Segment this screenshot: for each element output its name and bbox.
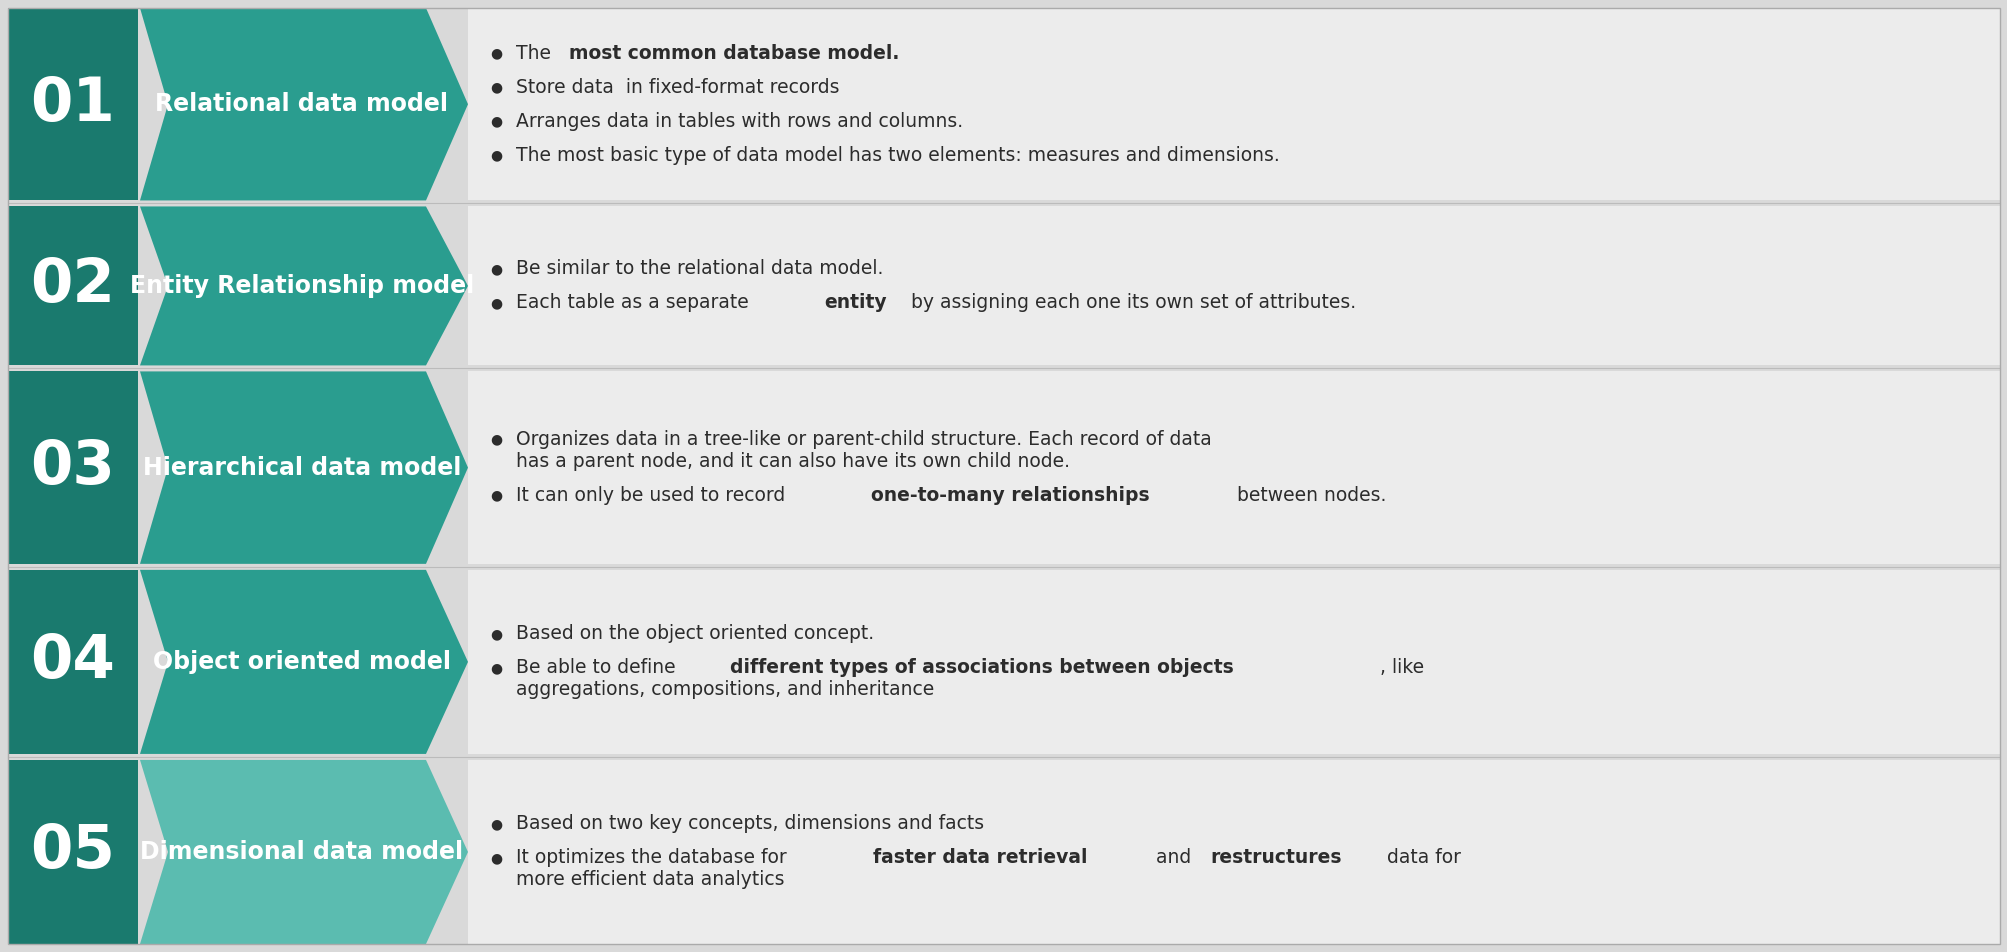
Text: different types of associations between objects: different types of associations between … bbox=[729, 659, 1232, 678]
Text: Organizes data in a tree-like or parent-child structure. Each record of data: Organizes data in a tree-like or parent-… bbox=[516, 430, 1210, 449]
Text: Each table as a separate: Each table as a separate bbox=[516, 293, 755, 312]
Text: Based on the object oriented concept.: Based on the object oriented concept. bbox=[516, 625, 873, 644]
Text: Arranges data in tables with rows and columns.: Arranges data in tables with rows and co… bbox=[516, 111, 963, 130]
Text: 04: 04 bbox=[30, 632, 114, 691]
Text: data for: data for bbox=[1381, 848, 1459, 867]
FancyBboxPatch shape bbox=[468, 760, 1999, 944]
Text: ●: ● bbox=[490, 149, 502, 162]
Text: It can only be used to record: It can only be used to record bbox=[516, 486, 791, 506]
Text: has a parent node, and it can also have its own child node.: has a parent node, and it can also have … bbox=[516, 452, 1070, 471]
Text: more efficient data analytics: more efficient data analytics bbox=[516, 870, 785, 889]
Text: ●: ● bbox=[490, 47, 502, 60]
Text: faster data retrieval: faster data retrieval bbox=[873, 848, 1088, 867]
FancyBboxPatch shape bbox=[8, 371, 138, 564]
Polygon shape bbox=[140, 760, 468, 944]
Polygon shape bbox=[140, 570, 468, 754]
Text: Be able to define: Be able to define bbox=[516, 659, 680, 678]
Text: Entity Relationship model: Entity Relationship model bbox=[130, 274, 474, 298]
Text: Relational data model: Relational data model bbox=[155, 92, 448, 116]
Text: ●: ● bbox=[490, 262, 502, 276]
Text: , like: , like bbox=[1379, 659, 1423, 678]
Text: ●: ● bbox=[490, 851, 502, 865]
Text: ●: ● bbox=[490, 661, 502, 675]
Text: The: The bbox=[516, 44, 556, 63]
Text: most common database model.: most common database model. bbox=[568, 44, 899, 63]
Text: The most basic type of data model has two elements: measures and dimensions.: The most basic type of data model has tw… bbox=[516, 146, 1278, 165]
FancyBboxPatch shape bbox=[468, 8, 1999, 201]
Text: ●: ● bbox=[490, 114, 502, 129]
FancyBboxPatch shape bbox=[8, 8, 138, 201]
Text: Object oriented model: Object oriented model bbox=[153, 650, 452, 674]
FancyBboxPatch shape bbox=[8, 207, 138, 366]
FancyBboxPatch shape bbox=[8, 570, 138, 754]
Text: ●: ● bbox=[490, 432, 502, 446]
Text: 01: 01 bbox=[30, 74, 114, 133]
Text: Hierarchical data model: Hierarchical data model bbox=[142, 456, 462, 480]
FancyBboxPatch shape bbox=[8, 760, 138, 944]
Text: Dimensional data model: Dimensional data model bbox=[140, 840, 464, 864]
FancyBboxPatch shape bbox=[468, 570, 1999, 754]
Text: 05: 05 bbox=[30, 823, 114, 882]
Text: restructures: restructures bbox=[1210, 848, 1341, 867]
Text: It optimizes the database for: It optimizes the database for bbox=[516, 848, 793, 867]
Text: entity: entity bbox=[823, 293, 887, 312]
Text: ●: ● bbox=[490, 626, 502, 641]
Text: ●: ● bbox=[490, 80, 502, 94]
Text: between nodes.: between nodes. bbox=[1230, 486, 1385, 506]
FancyBboxPatch shape bbox=[468, 371, 1999, 564]
Text: ●: ● bbox=[490, 488, 502, 503]
Polygon shape bbox=[140, 8, 468, 201]
Text: Based on two key concepts, dimensions and facts: Based on two key concepts, dimensions an… bbox=[516, 815, 983, 833]
Text: and: and bbox=[1150, 848, 1196, 867]
FancyBboxPatch shape bbox=[468, 207, 1999, 366]
Text: 02: 02 bbox=[30, 256, 116, 315]
Text: Be similar to the relational data model.: Be similar to the relational data model. bbox=[516, 260, 883, 278]
Polygon shape bbox=[140, 371, 468, 564]
Text: one-to-many relationships: one-to-many relationships bbox=[871, 486, 1150, 506]
Text: ●: ● bbox=[490, 296, 502, 310]
Text: ●: ● bbox=[490, 817, 502, 831]
Polygon shape bbox=[140, 207, 468, 366]
Text: Store data  in fixed-format records: Store data in fixed-format records bbox=[516, 78, 839, 97]
Text: aggregations, compositions, and inheritance: aggregations, compositions, and inherita… bbox=[516, 681, 933, 700]
Text: by assigning each one its own set of attributes.: by assigning each one its own set of att… bbox=[905, 293, 1355, 312]
Text: 03: 03 bbox=[30, 438, 114, 497]
